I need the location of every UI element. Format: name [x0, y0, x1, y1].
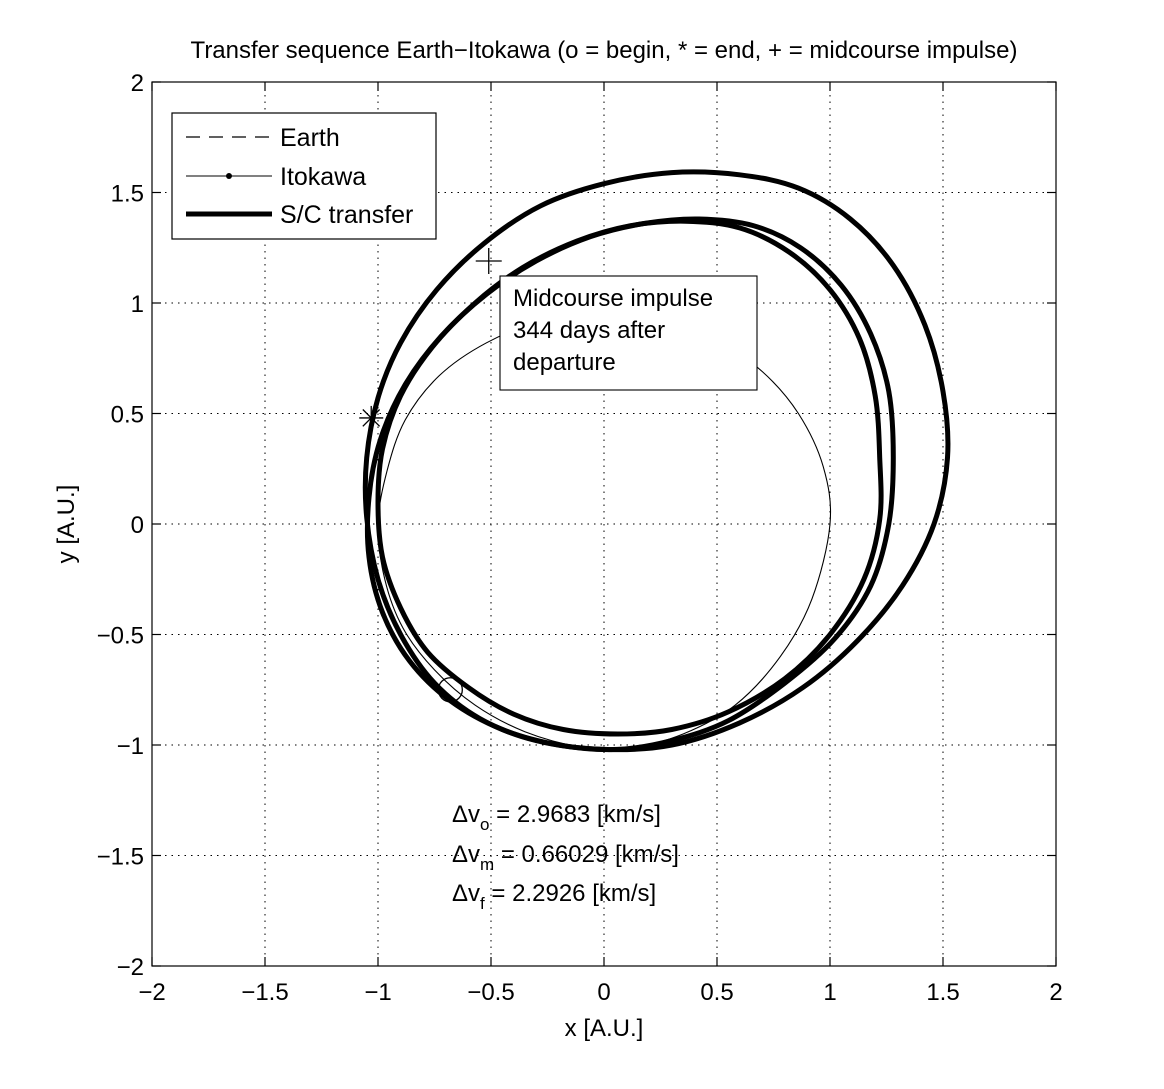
axes-frame — [151, 81, 1057, 967]
y-tick-label: 1.5 — [111, 181, 144, 208]
legend-earth-label: Earth — [280, 124, 340, 152]
sc-transfer-orbit-3 — [375, 218, 884, 737]
y-ticks: −2 −1.5 −1 −0.5 0 0.5 1 1.5 2 — [97, 70, 1056, 981]
x-axis-label: x [A.U.] — [565, 1015, 644, 1042]
end-marker — [359, 405, 384, 430]
y-tick-label: 1 — [131, 291, 144, 318]
x-tick-label: −2 — [138, 979, 165, 1006]
legend-itokawa-marker — [226, 173, 232, 179]
delta-v-origin-value: = 2.9683 [km/s] — [490, 801, 661, 828]
y-tick-label: 0.5 — [111, 402, 144, 429]
x-tick-label: −1.5 — [241, 979, 288, 1006]
y-tick-label: −2 — [117, 954, 144, 981]
y-tick-label: −1 — [117, 733, 144, 760]
chart-title: Transfer sequence Earth−Itokawa (o = beg… — [191, 37, 1018, 64]
y-tick-label: −1.5 — [97, 844, 144, 871]
x-tick-label: 0.5 — [700, 979, 733, 1006]
delta-v-annotations: Δvo = 2.9683 [km/s] Δvm = 0.66029 [km/s]… — [452, 801, 679, 913]
midcourse-annotation: Midcourse impulse 344 days after departu… — [499, 275, 758, 391]
delta-v-final: Δvf = 2.2926 [km/s] — [452, 880, 656, 913]
delta-v-final-symbol: Δv — [452, 880, 480, 907]
legend-sc-label: S/C transfer — [280, 201, 413, 229]
x-tick-label: 2 — [1049, 979, 1062, 1006]
sc-transfer-orbit-1 — [362, 169, 951, 753]
y-tick-label: −0.5 — [97, 623, 144, 650]
x-tick-label: −0.5 — [467, 979, 514, 1006]
x-ticks: −2 −1.5 −1 −0.5 0 0.5 1 1.5 2 — [138, 82, 1063, 1006]
delta-v-final-value: = 2.2926 [km/s] — [485, 880, 656, 907]
delta-v-origin-subscript: o — [480, 815, 489, 834]
delta-v-midcourse-subscript: m — [480, 855, 494, 874]
markers-group — [359, 248, 502, 703]
delta-v-origin-symbol: Δv — [452, 801, 480, 828]
delta-v-final-subscript: f — [480, 894, 485, 913]
delta-v-midcourse: Δvm = 0.66029 [km/s] — [452, 841, 679, 874]
y-tick-label: 2 — [131, 70, 144, 97]
delta-v-midcourse-symbol: Δv — [452, 841, 480, 868]
sc-transfer-orbit-2 — [364, 216, 896, 753]
legend-itokawa-label: Itokawa — [280, 163, 366, 191]
legend: Earth Itokawa S/C transfer — [171, 112, 437, 240]
y-axis-label: y [A.U.] — [53, 485, 80, 564]
series-group — [362, 169, 951, 753]
end-marker-stroke — [362, 409, 381, 427]
annotation-line-3: departure — [513, 349, 616, 376]
annotation-box — [499, 275, 758, 391]
x-tick-label: 0 — [597, 979, 610, 1006]
y-tick-label: 0 — [131, 512, 144, 539]
delta-v-midcourse-value: = 0.66029 [km/s] — [494, 841, 679, 868]
annotation-line-1: Midcourse impulse — [513, 285, 713, 312]
x-tick-label: −1 — [364, 979, 391, 1006]
x-tick-label: 1 — [823, 979, 836, 1006]
annotation-line-2: 344 days after — [513, 317, 665, 344]
delta-v-origin: Δvo = 2.9683 [km/s] — [452, 801, 661, 834]
x-tick-label: 1.5 — [926, 979, 959, 1006]
begin-marker — [437, 677, 463, 703]
midcourse-marker — [475, 248, 502, 275]
